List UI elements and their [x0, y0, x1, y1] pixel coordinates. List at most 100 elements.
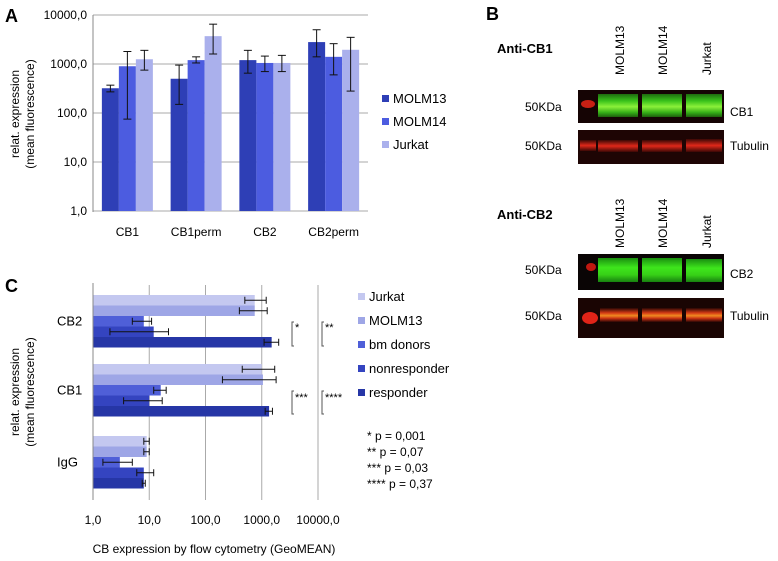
blot-cb2-band-molm13	[598, 258, 638, 282]
bar-molm14-cb2perm	[325, 56, 343, 212]
legend-c-swatch-jurkat	[358, 293, 365, 300]
chart-a-ylabel-line2: (mean fluorescence)	[23, 59, 37, 168]
pvalue-1: * p = 0,001	[367, 429, 426, 443]
blot-bottom-label-1: CB2	[730, 267, 754, 281]
error-bar-molm13-cb2	[238, 307, 268, 315]
chart-a-legend: MOLM13 MOLM14 Jurkat	[382, 91, 446, 152]
bar-responder-cb2	[93, 337, 272, 348]
chart-a-x-tick-label: CB1perm	[171, 225, 222, 239]
error-bar-responder-cb2	[263, 338, 280, 346]
legend-c-swatch-bm-donors	[358, 341, 365, 348]
bar-bm-donors-cb1	[93, 385, 161, 396]
legend-a-label-molm13: MOLM13	[393, 91, 446, 106]
chart-a-x-tick-label: CB2perm	[308, 225, 359, 239]
error-bar-jurkat-cb1	[241, 365, 276, 373]
bar-molm13-cb1perm	[170, 78, 188, 211]
blot-bottom-lane-molm13: MOLM13	[613, 198, 627, 248]
blot-bottom-title: Anti-CB2	[497, 207, 553, 222]
sig-bracket-cb2-right	[321, 321, 324, 347]
chart-a-y-tick-label: 1,0	[70, 204, 87, 218]
bar-molm14-cb2	[256, 62, 274, 211]
chart-c-x-tick-label: 10000,0	[296, 513, 340, 527]
sig-bracket-cb1-right	[321, 390, 324, 415]
error-bar-responder-igg	[141, 479, 146, 487]
error-bar-molm14-cb2	[260, 55, 269, 73]
chart-c-ylabel-line2: (mean fluorescence)	[23, 337, 37, 446]
error-bar-jurkat-cb2	[277, 54, 286, 73]
chart-a-x-tick-label: CB1	[116, 225, 140, 239]
pvalue-3: *** p = 0,03	[367, 461, 428, 475]
chart-a-error-bars	[106, 23, 355, 120]
legend-c-label-bm-donors: bm donors	[369, 337, 431, 352]
panel-b-label: B	[486, 4, 499, 24]
bar-jurkat-cb1	[135, 59, 153, 212]
blot-bottom-marker-2: 50KDa	[525, 309, 562, 323]
error-bar-jurkat-igg	[143, 437, 150, 445]
bar-molm13-cb2perm	[308, 42, 326, 211]
chart-c-y-tick-label: IgG	[57, 454, 78, 469]
legend-c-swatch-nonresponder	[358, 365, 365, 372]
blot-bottom-ladder-1	[586, 263, 596, 271]
error-bar-molm13-cb1	[106, 84, 115, 93]
legend-a-label-molm14: MOLM14	[393, 114, 446, 129]
error-bar-jurkat-cb2perm	[346, 36, 355, 92]
sig-star-cb1-left: ***	[295, 392, 309, 404]
bar-jurkat-cb1perm	[204, 36, 222, 212]
chart-a-x-tick-labels: CB1 CB1perm CB2 CB2perm	[116, 225, 359, 239]
bar-bm-donors-cb2	[93, 316, 144, 327]
blot-bottom-marker-1: 50KDa	[525, 263, 562, 277]
pvalue-2: ** p = 0,07	[367, 445, 424, 459]
blot-bottom-label-2: Tubulin	[730, 309, 769, 323]
error-bar-molm13-cb2perm	[312, 29, 321, 58]
bar-nonresponder-igg	[93, 467, 144, 478]
panel-b-western-blots: Anti-CB1 MOLM13 MOLM14 Jurkat 50KDa CB1 …	[497, 25, 769, 338]
error-bar-molm14-cb1perm	[192, 56, 201, 64]
blot-bottom-ladder-2	[582, 312, 598, 324]
error-bar-jurkat-cb1perm	[209, 23, 218, 55]
bar-molm13-cb2	[93, 305, 255, 316]
legend-c-label-nonresponder: nonresponder	[369, 361, 450, 376]
legend-a-swatch-molm13	[382, 95, 389, 102]
blot-bottom-lane-jurkat: Jurkat	[700, 215, 714, 248]
error-bar-responder-cb1	[264, 407, 273, 415]
chart-a-y-tick-label: 100,0	[57, 106, 87, 120]
error-bar-molm14-cb2perm	[329, 43, 338, 76]
bar-molm13-igg	[93, 446, 147, 457]
blot-top-label-1: CB1	[730, 105, 754, 119]
chart-c-y-tick-label: CB2	[57, 313, 82, 328]
chart-c-xlabel: CB expression by flow cytometry (GeoMEAN…	[93, 542, 336, 556]
chart-c-x-tick-label: 10,0	[138, 513, 162, 527]
legend-c-label-molm13: MOLM13	[369, 313, 422, 328]
bar-molm14-cb1perm	[187, 60, 205, 211]
blot-top-lane-molm13: MOLM13	[613, 25, 627, 75]
blot-bottom-tubulin-molm14	[642, 308, 682, 322]
chart-c-legend: Jurkat MOLM13 bm donors nonresponder respond…	[358, 289, 450, 400]
chart-c-bars	[93, 295, 272, 489]
bar-jurkat-cb2	[93, 295, 255, 306]
error-bar-molm13-cb1	[221, 376, 277, 384]
sig-bracket-cb2-left	[291, 321, 294, 347]
chart-a-y-tick-labels: 1,0 10,0 100,0 1000,0 10000,0	[44, 8, 88, 218]
chart-c-x-tick-label: 1,0	[85, 513, 102, 527]
error-bar-jurkat-cb1	[140, 49, 149, 71]
bar-molm13-cb2	[239, 60, 257, 211]
blot-top-ladder-1	[581, 100, 595, 108]
blot-cb1-band-molm13	[598, 94, 638, 117]
chart-c-ylabel-line1: relat. expression	[8, 348, 22, 436]
bar-responder-cb1	[93, 406, 270, 417]
bar-responder-igg	[93, 478, 144, 489]
error-bar-molm13-cb1perm	[175, 64, 184, 105]
sig-star-cb2-left: *	[295, 322, 300, 334]
panel-a-label: A	[5, 6, 18, 26]
chart-a-y-tick-label: 10,0	[64, 155, 88, 169]
error-bar-bm-donors-cb2	[131, 317, 153, 325]
blot-top-tubulin-molm13	[598, 140, 638, 152]
blot-bottom-tubulin-jurkat	[686, 308, 722, 322]
bar-nonresponder-cb1	[93, 395, 150, 406]
legend-c-swatch-responder	[358, 389, 365, 396]
sig-star-cb2-right: **	[325, 322, 334, 334]
error-bar-molm13-igg	[143, 448, 150, 456]
chart-c-x-tick-labels: 1,0 10,0 100,0 1000,0 10000,0	[85, 513, 340, 527]
